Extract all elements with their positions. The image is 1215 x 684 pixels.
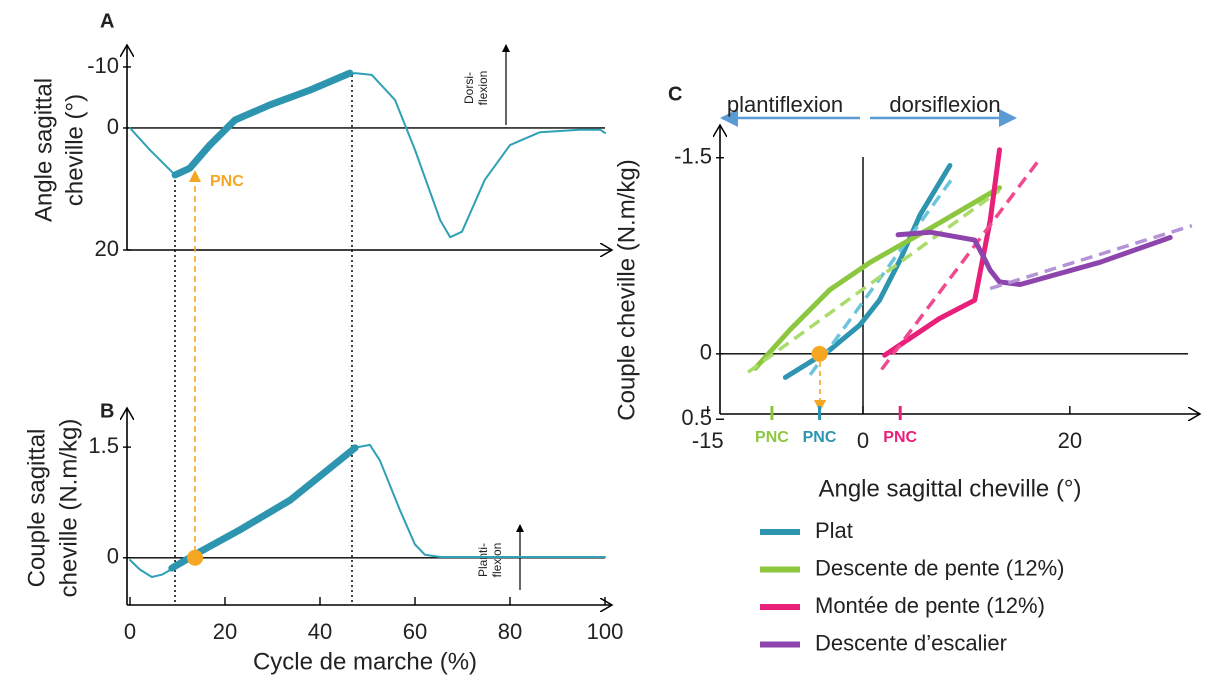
fit-line xyxy=(880,160,1040,371)
y-tick-label: 0.5 xyxy=(681,405,712,430)
x-tick-label: 100 xyxy=(587,619,624,644)
direction-label: plantiflexion xyxy=(727,92,843,117)
y-tick-label: -1.5 xyxy=(674,144,712,169)
pnc-label: PNC xyxy=(883,429,917,446)
legend-label: Montée de pente (12%) xyxy=(815,593,1045,618)
x-tick-label: -15 xyxy=(692,428,724,453)
legend-label: Descente de pente (12%) xyxy=(815,555,1065,580)
y-tick-label: -10 xyxy=(87,53,119,78)
fit-line xyxy=(989,224,1193,291)
y-tick-label: 0 xyxy=(700,340,712,365)
legend-label: Descente d’escalier xyxy=(815,630,1007,655)
direction-label: dorsiflexion xyxy=(889,92,1000,117)
pnc-label: PNC xyxy=(755,429,789,446)
data-line xyxy=(895,229,1173,287)
panel-label: B xyxy=(100,400,114,422)
y-label: Angle sagittal xyxy=(30,78,57,222)
fit-line xyxy=(808,173,957,376)
y-tick-label: 1.5 xyxy=(88,433,119,458)
pnc-point xyxy=(187,549,204,566)
pnc-label: PNC xyxy=(803,429,837,446)
legend-label: Plat xyxy=(815,518,853,543)
data-line xyxy=(168,444,359,572)
panel-label: A xyxy=(100,10,114,32)
pnc-label: PNC xyxy=(210,173,244,190)
data-line xyxy=(882,147,1002,358)
data-line xyxy=(752,185,1002,371)
annotation: flexion xyxy=(490,543,504,578)
annotation: Planti- xyxy=(476,543,490,577)
panel-label: C xyxy=(668,83,682,105)
y-label: cheville (°) xyxy=(61,94,88,206)
annotation: Dorsi- xyxy=(462,72,476,104)
y-label: cheville (N.m/kg) xyxy=(55,419,82,598)
x-tick-label: 0 xyxy=(124,619,136,644)
x-label: Cycle de marche (%) xyxy=(253,648,477,675)
x-tick-label: 40 xyxy=(308,619,332,644)
x-tick-label: 80 xyxy=(498,619,522,644)
x-tick-label: 0 xyxy=(857,428,869,453)
data-line xyxy=(782,163,953,380)
x-tick-label: 60 xyxy=(403,619,427,644)
x-tick-label: 20 xyxy=(213,619,237,644)
annotation: flexion xyxy=(476,71,490,106)
data-line xyxy=(171,69,354,179)
y-tick-label: 20 xyxy=(95,236,119,261)
fit-line xyxy=(747,188,1001,374)
y-tick-label: 0 xyxy=(107,544,119,569)
y-label: Couple sagittal xyxy=(23,429,50,588)
x-tick-label: 20 xyxy=(1058,428,1082,453)
x-label: Angle sagittal cheville (°) xyxy=(818,475,1081,502)
pnc-point xyxy=(811,345,828,362)
y-label: Couple cheville (N.m/kg) xyxy=(613,159,640,420)
y-tick-label: 0 xyxy=(107,114,119,139)
